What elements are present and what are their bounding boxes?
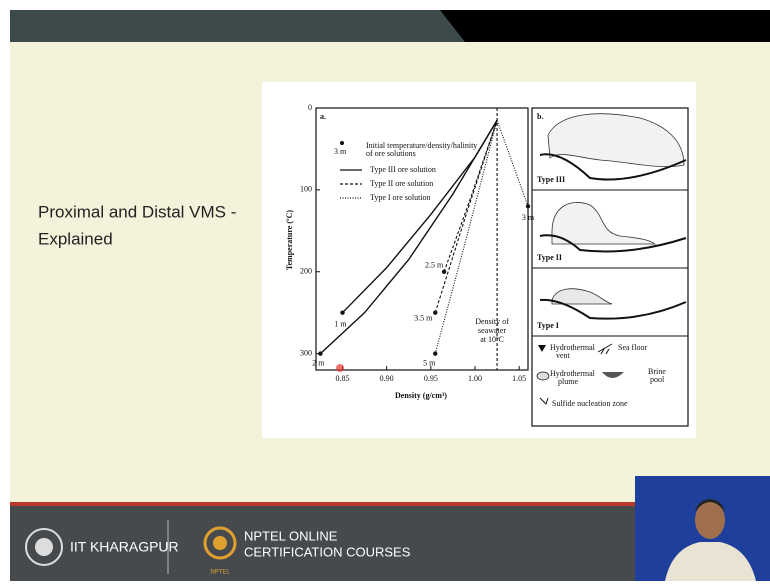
start-point	[433, 310, 437, 314]
panel-type: Type I	[537, 321, 559, 330]
legend-marker	[340, 141, 344, 145]
point-label: 5 m	[423, 358, 436, 367]
annotation: Density of	[475, 317, 509, 326]
figure: a. Density (g/cm³) Temperature (ºC) 3 m …	[262, 82, 696, 438]
x-tick-label: 1.05	[512, 374, 526, 383]
legend-text: Type III ore solution	[370, 165, 436, 174]
y-tick-label: 300	[300, 348, 312, 357]
x-tick-label: 0.90	[380, 374, 394, 383]
slide-title: Proximal and Distal VMS -	[38, 202, 236, 221]
top-bar-accent	[10, 10, 465, 42]
y-axis-label: Temperature (ºC)	[285, 210, 294, 271]
legend-text: Type I ore solution	[370, 193, 431, 202]
panel-label: a.	[320, 112, 326, 121]
nptel-line: NPTEL ONLINE	[244, 528, 338, 543]
start-point	[442, 270, 446, 274]
annotation: seawater	[478, 326, 506, 335]
point-label: 3.5 m	[414, 314, 433, 323]
legend-b-text: pool	[650, 375, 665, 384]
y-tick-label: 0	[308, 103, 312, 112]
nptel-logo-text: NPTEL	[210, 570, 230, 576]
start-point	[526, 204, 530, 208]
y-tick-label: 100	[300, 185, 312, 194]
x-tick-label: 1.00	[468, 374, 482, 383]
x-tick-label: 0.95	[424, 374, 438, 383]
x-tick-label: 0.85	[336, 374, 350, 383]
panel-type: Type II	[537, 253, 562, 262]
nptel-logo-core	[213, 536, 227, 550]
legend-b-text: plume	[558, 377, 578, 386]
legend-b-text: Sea floor	[618, 343, 647, 352]
institute-name: IIT KHARAGPUR	[70, 539, 179, 555]
legend-marker-label: 3 m	[334, 147, 347, 156]
plume-icon	[537, 372, 549, 380]
slide-title: Explained	[38, 229, 113, 248]
legend-b-text: Sulfide nucleation zone	[552, 399, 628, 408]
legend-b-text: vent	[556, 351, 571, 360]
pointer	[336, 364, 344, 372]
slide-screen: Proximal and Distal VMS - Explained a. D…	[0, 0, 770, 581]
start-point	[340, 310, 344, 314]
nptel-line: CERTIFICATION COURSES	[244, 544, 411, 559]
point-label: 3 m	[522, 213, 535, 222]
panel-type: Type III	[537, 175, 565, 184]
start-point	[433, 351, 437, 355]
point-label: 2 m	[312, 358, 325, 367]
point-label: 1 m	[334, 320, 347, 329]
y-tick-label: 200	[300, 267, 312, 276]
panel-label: b.	[537, 112, 543, 121]
annotation: at 10ºC	[480, 335, 504, 344]
iit-logo-core	[35, 538, 53, 556]
point-label: 2.5 m	[425, 261, 444, 270]
legend-text: of ore solutions	[366, 149, 416, 158]
start-point	[318, 351, 322, 355]
legend-text: Type II ore solution	[370, 179, 433, 188]
x-axis-label: Density (g/cm³)	[395, 391, 447, 400]
